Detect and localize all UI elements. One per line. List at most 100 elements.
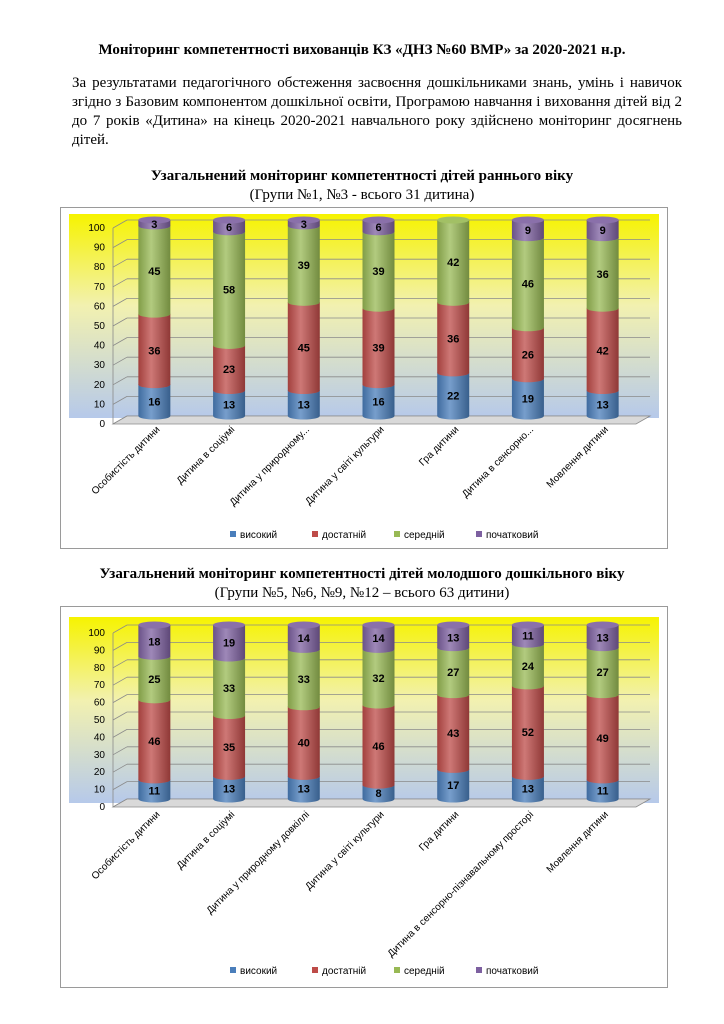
data-label: 9 — [525, 225, 531, 237]
svg-text:середній: середній — [404, 530, 445, 541]
gridline-diag — [112, 763, 128, 773]
data-label: 13 — [597, 399, 609, 411]
data-label: 33 — [298, 674, 310, 686]
data-label: 45 — [148, 266, 160, 278]
data-label: 3 — [151, 219, 157, 231]
data-label: 13 — [223, 399, 235, 411]
data-label: 46 — [148, 736, 160, 748]
y-tick-label: 0 — [99, 419, 105, 430]
legend-item: середній — [394, 966, 445, 977]
data-label: 13 — [447, 632, 459, 644]
chart-1-frame: 0 10 20 30 40 50 60 70 80 90 100 16 36 45 3 Особистість… — [60, 207, 668, 549]
data-label: 42 — [447, 257, 459, 269]
gridline-diag — [112, 356, 128, 366]
bar-segment-початковий — [362, 216, 395, 236]
data-label: 23 — [223, 364, 235, 376]
svg-text:високий: високий — [240, 530, 277, 541]
y-tick-label: 60 — [94, 301, 106, 312]
data-label: 22 — [447, 390, 459, 402]
gridline-diag — [112, 298, 128, 307]
y-tick-label: 90 — [94, 243, 106, 254]
x-category-label: Особистість дитини — [89, 809, 162, 882]
svg-text:початковий: початковий — [486, 530, 538, 541]
data-label: 27 — [597, 667, 609, 679]
y-tick-label: 20 — [94, 767, 106, 778]
data-label: 19 — [223, 638, 235, 650]
y-tick-label: 50 — [94, 321, 106, 332]
y-tick-label: 100 — [88, 223, 105, 234]
svg-text:достатній: достатній — [322, 966, 366, 977]
data-label: 39 — [298, 260, 310, 272]
legend-item: достатній — [312, 530, 366, 541]
svg-text:середній: середній — [404, 966, 445, 977]
data-label: 42 — [597, 345, 609, 357]
y-tick-label: 70 — [94, 680, 106, 691]
data-label: 27 — [447, 667, 459, 679]
gridline-diag — [112, 642, 128, 651]
data-label: 46 — [372, 741, 384, 753]
svg-text:достатній: достатній — [322, 530, 366, 541]
gridline-diag — [112, 396, 128, 405]
y-tick-label: 30 — [94, 750, 106, 761]
y-tick-label: 30 — [94, 360, 106, 371]
data-label: 49 — [597, 733, 609, 745]
y-tick-label: 90 — [94, 645, 106, 656]
x-category-label: Гра дитини — [417, 424, 461, 468]
bar-segment-початковий — [511, 621, 544, 648]
legend-item: середній — [394, 530, 445, 541]
intro-paragraph: За результатами педагогічного обстеження… — [72, 75, 682, 148]
chart-2-subtitle: (Групи №5, №6, №9, №12 – всього 63 дитин… — [214, 585, 510, 601]
chart-2-frame: 0 10 20 30 40 50 60 70 80 90 100 11 46 25 18 Особистіст… — [60, 606, 668, 988]
x-category-label: Дитина у природному... — [228, 424, 312, 508]
bar-segment-початковий — [287, 621, 320, 653]
data-label: 14 — [298, 633, 311, 645]
chart-2-title: Узагальнений моніторинг компетентності д… — [99, 566, 625, 582]
gridline-diag — [112, 258, 128, 268]
x-category-label: Дитина в соціумі — [175, 809, 237, 871]
data-label: 36 — [597, 269, 609, 281]
data-label: 58 — [223, 285, 235, 297]
data-label: 6 — [226, 222, 232, 234]
legend-item: початковий — [476, 966, 538, 977]
data-label: 26 — [522, 349, 534, 361]
data-label: 17 — [447, 780, 459, 792]
data-label: 11 — [597, 785, 609, 797]
gridline-diag — [112, 694, 128, 703]
gridline-diag — [112, 376, 128, 386]
legend-item: високий — [230, 966, 277, 977]
data-label: 45 — [298, 342, 310, 354]
data-label: 13 — [522, 784, 534, 796]
x-category-label: Мовлення дитини — [545, 809, 611, 875]
gridline-diag — [112, 781, 128, 790]
data-label: 6 — [375, 222, 381, 234]
gridline-diag — [112, 337, 128, 346]
svg-text:початковий: початковий — [486, 966, 538, 977]
y-tick-label: 70 — [94, 282, 106, 293]
data-label: 13 — [298, 784, 310, 796]
data-label: 14 — [372, 633, 385, 645]
y-tick-label: 50 — [94, 715, 106, 726]
x-category-label: Дитина в соціумі — [175, 424, 237, 486]
x-category-label: Гра дитини — [417, 809, 461, 853]
chart-1-svg: 01020304050607080901001636453Особистість… — [69, 214, 659, 541]
chart-2-svg: 0 10 20 30 40 50 60 70 80 90 100 11 46 25 18 Особистіст… — [69, 617, 659, 977]
data-label: 36 — [447, 334, 459, 346]
data-label: 16 — [372, 396, 384, 408]
y-tick-label: 0 — [99, 802, 105, 813]
bar-segment-початковий — [437, 621, 470, 652]
data-label: 43 — [447, 728, 459, 740]
data-label: 8 — [375, 788, 381, 800]
data-label: 3 — [301, 219, 307, 231]
gridline-diag — [112, 676, 128, 686]
data-label: 39 — [372, 266, 384, 278]
chart-1-subtitle: (Групи №1, №3 - всього 31 дитина) — [249, 187, 475, 203]
gridline-diag — [112, 239, 128, 248]
data-label: 19 — [522, 393, 534, 405]
data-label: 11 — [149, 785, 161, 797]
gridline-diag — [112, 659, 128, 669]
gridline-diag — [112, 711, 128, 721]
data-label: 32 — [372, 673, 384, 685]
data-label: 13 — [223, 784, 235, 796]
data-label: 11 — [522, 631, 534, 643]
bar-segment-початковий — [138, 621, 171, 660]
